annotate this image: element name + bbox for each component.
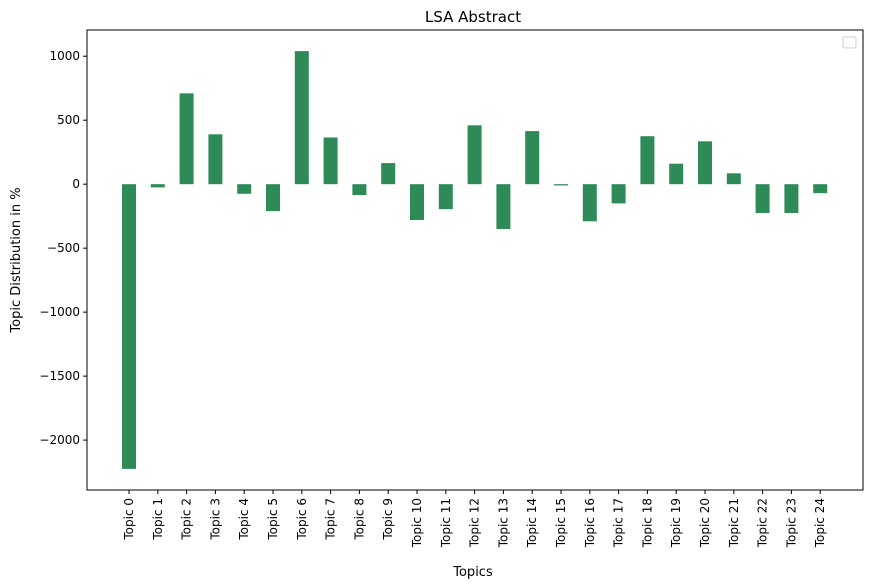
- bar-topic-22: [755, 184, 770, 213]
- bar-topic-17: [611, 184, 626, 204]
- bar-group: [122, 51, 828, 469]
- bar-topic-9: [381, 163, 396, 185]
- bar-topic-11: [438, 184, 453, 210]
- y-tick-label: 500: [57, 113, 80, 127]
- bar-topic-19: [669, 163, 684, 185]
- x-tick-label: Topic 0: [122, 498, 136, 541]
- y-tick-label: 1000: [49, 49, 80, 63]
- bar-topic-7: [323, 137, 338, 185]
- x-tick-label: Topic 24: [813, 498, 827, 548]
- y-tick-label: 0: [72, 177, 80, 191]
- bar-topic-16: [582, 184, 597, 222]
- bar-topic-10: [410, 184, 424, 221]
- bar-topic-20: [698, 141, 712, 185]
- x-axis: Topic 0 Topic 1 Topic 2 Topic 3 Topic 4 Topic…: [122, 490, 827, 548]
- bar-topic-23: [784, 184, 799, 213]
- bar-topic-24: [813, 184, 828, 194]
- x-tick-label: Topic 12: [468, 498, 482, 548]
- x-tick-label: Topic 16: [583, 498, 597, 548]
- bar-topic-3: [208, 134, 223, 185]
- y-axis: −2000 −1500 −1000 −500 0 500 1000: [39, 49, 87, 447]
- x-tick-label: Topic 7: [324, 498, 338, 541]
- x-tick-label: Topic 6: [295, 498, 309, 541]
- x-tick-label: Topic 17: [612, 498, 626, 548]
- bar-topic-6: [294, 51, 309, 185]
- x-tick-label: Topic 8: [352, 498, 366, 541]
- x-tick-label: Topic 14: [525, 498, 539, 548]
- x-tick-label: Topic 21: [727, 498, 741, 548]
- x-tick-label: Topic 10: [410, 498, 424, 548]
- x-tick-label: Topic 23: [784, 498, 798, 548]
- y-tick-label: −1500: [39, 369, 80, 383]
- x-tick-label: Topic 13: [496, 498, 510, 548]
- x-tick-label: Topic 4: [237, 498, 251, 541]
- x-tick-label: Topic 1: [151, 498, 165, 541]
- y-tick-label: −1000: [39, 305, 80, 319]
- bar-topic-12: [467, 125, 482, 185]
- bar-topic-14: [525, 131, 540, 185]
- x-tick-label: Topic 20: [698, 498, 712, 548]
- chart-title: LSA Abstract: [425, 8, 521, 26]
- y-tick-label: −500: [47, 241, 80, 255]
- bar-topic-21: [726, 173, 741, 185]
- x-tick-label: Topic 19: [669, 498, 683, 548]
- bar-topic-1: [150, 184, 165, 188]
- x-tick-label: Topic 22: [756, 498, 770, 548]
- bar-topic-5: [266, 184, 280, 212]
- y-axis-label: Topic Distribution in %: [9, 187, 24, 333]
- plot-frame: [86, 29, 864, 491]
- y-tick-label: −2000: [39, 433, 80, 447]
- bar-topic-13: [496, 184, 511, 229]
- x-tick-label: Topic 15: [554, 498, 568, 548]
- bar-topic-18: [640, 136, 655, 185]
- x-tick-label: Topic 18: [640, 498, 654, 548]
- x-tick-label: Topic 3: [208, 498, 222, 541]
- x-tick-label: Topic 2: [180, 498, 194, 541]
- x-tick-label: Topic 9: [381, 498, 395, 541]
- bar-topic-2: [179, 93, 194, 185]
- x-tick-label: Topic 5: [266, 498, 280, 541]
- bar-topic-0: [122, 184, 136, 469]
- bar-topic-4: [237, 184, 252, 194]
- x-axis-label: Topics: [452, 565, 493, 580]
- x-tick-label: Topic 11: [439, 498, 453, 548]
- bar-topic-8: [352, 184, 367, 196]
- legend-box: [842, 36, 857, 49]
- bar-topic-15: [554, 184, 568, 186]
